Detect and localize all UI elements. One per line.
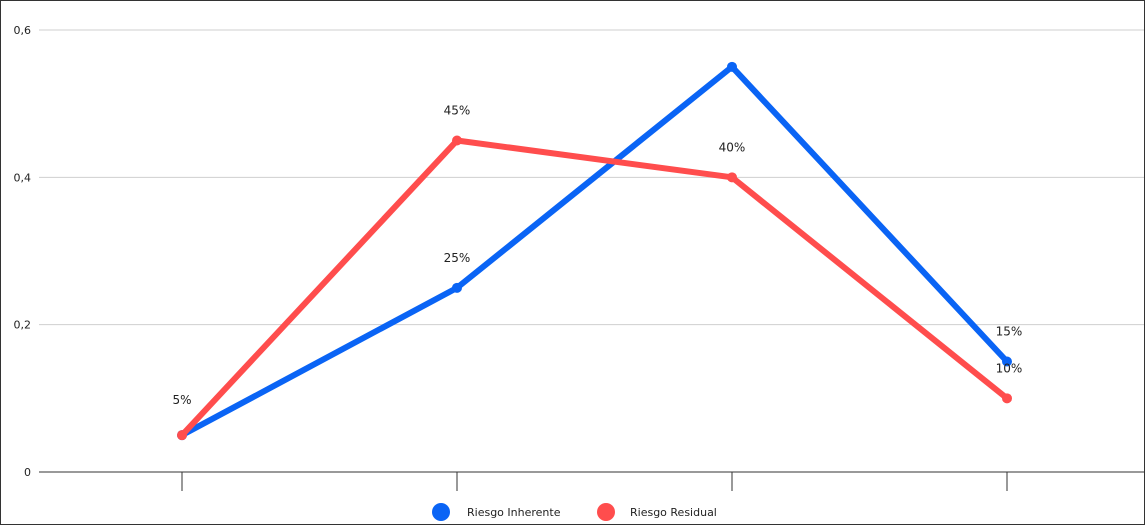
legend-marker[interactable] <box>597 503 615 521</box>
data-point[interactable] <box>1002 356 1012 367</box>
y-tick-label: 0 <box>24 466 31 479</box>
legend-label[interactable]: Riesgo Residual <box>630 506 717 519</box>
data-label: 15% <box>996 325 1023 339</box>
y-axis-tick-labels: 0 0,2 0,4 0,6 <box>14 24 32 479</box>
x-axis <box>39 471 1144 491</box>
data-label: 40% <box>719 140 746 154</box>
legend[interactable]: Riesgo Inherente Riesgo Residual <box>432 503 717 521</box>
data-point[interactable] <box>177 430 187 441</box>
data-label: 25% <box>444 251 471 265</box>
data-point[interactable] <box>727 172 737 183</box>
data-point[interactable] <box>452 282 462 293</box>
data-label: 10% <box>996 361 1023 375</box>
data-label: 45% <box>444 104 471 118</box>
data-point[interactable] <box>452 135 462 146</box>
series-line-riesgo-inherente <box>179 63 1010 439</box>
data-point[interactable] <box>727 61 737 72</box>
y-tick-label: 0,4 <box>14 171 32 184</box>
legend-marker[interactable] <box>432 503 450 521</box>
data-point[interactable] <box>1002 393 1012 404</box>
data-labels: 25% 15% 5% 45% 40% 10% <box>172 104 1022 408</box>
series-lines <box>177 61 1012 441</box>
data-label: 5% <box>172 393 191 407</box>
y-tick-label: 0,6 <box>14 24 32 37</box>
series-line-riesgo-residual <box>179 137 1010 439</box>
y-tick-label: 0,2 <box>14 319 32 332</box>
legend-label[interactable]: Riesgo Inherente <box>467 506 561 519</box>
